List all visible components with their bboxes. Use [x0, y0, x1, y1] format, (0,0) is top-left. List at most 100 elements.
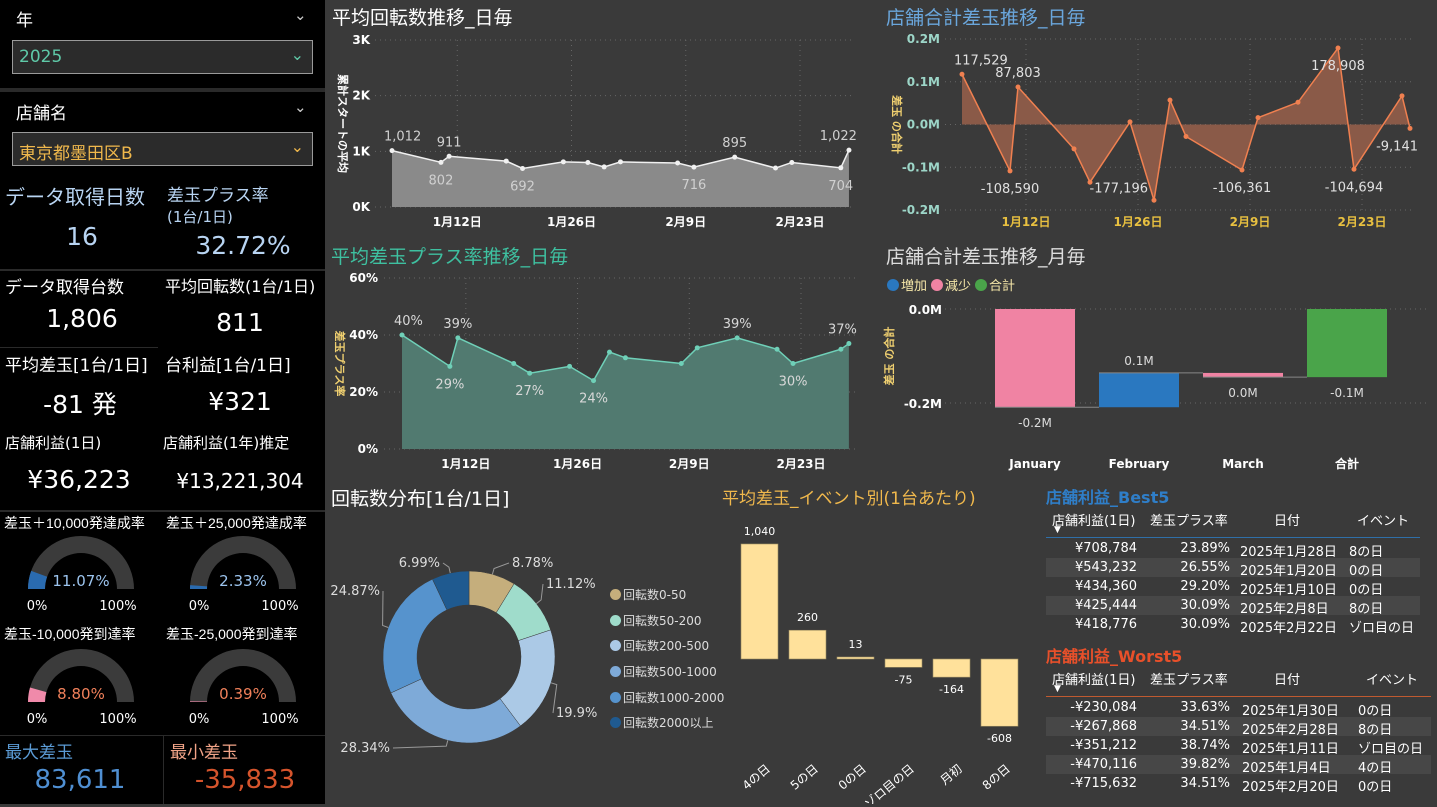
- y-tick-label: -0.2M: [904, 397, 942, 411]
- column-header: イベント: [1357, 514, 1410, 529]
- y-tick-label: 0%: [358, 442, 378, 456]
- gauge-title: 差玉＋25,000発達成率: [166, 515, 307, 531]
- data-point: [527, 370, 533, 376]
- store-dropdown[interactable]: 東京都墨田区B ⌄: [12, 132, 313, 166]
- days-value: 16: [66, 222, 98, 251]
- plus-rate-sub: (1台/1日): [167, 208, 233, 226]
- slice-label: 19.9%: [556, 706, 597, 721]
- event-diff-chart-title: 平均差玉_イベント別(1台あたり): [722, 489, 976, 509]
- data-point: [455, 335, 461, 341]
- y-axis-title: 差玉 の合計: [890, 95, 904, 154]
- data-label: 117,529: [954, 53, 1008, 68]
- data-label: 24%: [579, 392, 608, 407]
- leader-line: [392, 740, 449, 749]
- spins-legend: 回転数0-50 回転数50-200 回転数200-500 回転数500-1000 回転数…: [610, 582, 724, 736]
- data-label: 87,803: [995, 66, 1041, 81]
- waterfall-bar: [1307, 309, 1387, 378]
- chevron-down-icon: ⌄: [290, 45, 304, 64]
- pie-slice: [390, 678, 521, 744]
- data-point: [606, 349, 612, 355]
- data-label: -9,141: [1376, 139, 1418, 154]
- y-tick-label: 0.1M: [907, 75, 940, 89]
- unit-profit-value: ¥321: [208, 387, 272, 416]
- data-label: 1,012: [384, 130, 421, 145]
- store-profit-year-label: 店舗利益(1年)推定: [163, 434, 290, 452]
- event-cell: 0の日: [1349, 564, 1384, 579]
- data-point: [511, 361, 517, 366]
- gauge-fill: [28, 570, 48, 589]
- data-point: [520, 165, 526, 171]
- profit-cell: -¥230,084: [1070, 700, 1137, 715]
- plus-rate-cell: 30.09%: [1180, 598, 1230, 613]
- legend-item: 回転数500-1000: [610, 659, 724, 685]
- plus-rate-cell: 23.89%: [1180, 541, 1230, 556]
- data-point: [399, 332, 405, 338]
- data-label: -75: [895, 673, 913, 686]
- data-label: 1,022: [820, 129, 857, 144]
- data-point: [773, 165, 779, 171]
- plus-rate-cell: 33.63%: [1180, 700, 1230, 715]
- x-tick-label: 2月9日: [1230, 215, 1271, 229]
- gauge-min-label: 0%: [189, 599, 210, 614]
- legend-item: 回転数1000-2000: [610, 684, 724, 710]
- data-label: 30%: [779, 375, 808, 390]
- leader-line: [491, 562, 510, 575]
- plus-rate-value: 32.72%: [195, 231, 291, 260]
- data-point: [678, 361, 684, 366]
- data-label: 692: [510, 179, 535, 194]
- legend-dot-icon: [610, 614, 621, 626]
- x-tick-label: 1月26日: [1113, 215, 1162, 229]
- data-label: 802: [429, 173, 454, 188]
- data-point: [1255, 115, 1261, 121]
- legend-dot-icon: [610, 691, 621, 703]
- event-cell: 0の日: [1349, 583, 1384, 598]
- year-dropdown[interactable]: 2025 ⌄: [12, 40, 313, 74]
- data-label: 0.1M: [1124, 354, 1153, 368]
- avg-diff-label: 平均差玉[1台/1日]: [5, 356, 148, 376]
- avg-diff-value: -81 発: [43, 390, 117, 419]
- data-point: [838, 165, 844, 171]
- data-point: [1151, 197, 1157, 203]
- y-axis-title: 差玉プラス率: [333, 331, 347, 397]
- legend-dot-icon: [975, 278, 988, 291]
- y-tick-label: 20%: [349, 385, 378, 399]
- data-point: [446, 153, 452, 159]
- data-point: [959, 71, 965, 77]
- plus-rate-cell: 34.51%: [1180, 776, 1230, 791]
- profit-cell: ¥425,444: [1074, 598, 1137, 613]
- data-label: -608: [987, 732, 1012, 745]
- legend-item: 合計: [975, 275, 1015, 294]
- x-tick-label: 2月23日: [775, 215, 824, 229]
- data-label: 716: [682, 178, 707, 193]
- gauge-value: 2.33%: [219, 572, 267, 590]
- legend-item: 回転数50-200: [610, 608, 724, 634]
- gauge-max-label: 100%: [261, 599, 298, 614]
- min-diff-label: 最小差玉: [170, 743, 238, 763]
- data-point: [601, 164, 607, 170]
- data-label: -108,590: [981, 182, 1039, 197]
- x-tick-label: 1月12日: [433, 215, 482, 229]
- legend-label: 合計: [989, 279, 1016, 294]
- spins-distribution-title: 回転数分布[1台/1日]: [331, 488, 510, 510]
- chevron-down-icon[interactable]: ⌄: [294, 98, 307, 116]
- series-line: [401, 334, 850, 382]
- x-tick-label: 1月12日: [441, 457, 490, 471]
- data-point: [503, 158, 509, 164]
- leader-line: [550, 682, 558, 714]
- store-value: 東京都墨田区B: [19, 144, 133, 164]
- column-header: 差玉プラス率: [1150, 514, 1228, 529]
- data-label: 260: [797, 611, 818, 624]
- column-header: 差玉プラス率: [1150, 673, 1228, 688]
- sort-desc-icon[interactable]: ▼: [1054, 525, 1061, 535]
- data-point: [1183, 133, 1189, 139]
- data-label: 178,908: [1311, 59, 1365, 74]
- date-cell: 2025年2月20日: [1242, 780, 1339, 795]
- gauge-value: 0.39%: [219, 685, 267, 703]
- data-label: -164: [939, 683, 964, 696]
- gauge-min-label: 0%: [27, 599, 48, 614]
- chevron-down-icon[interactable]: ⌄: [294, 6, 307, 24]
- sort-desc-icon[interactable]: ▼: [1054, 684, 1061, 694]
- x-tick-label: ゾロ目の日: [862, 762, 917, 804]
- legend-dot-icon: [931, 278, 944, 291]
- data-label: -106,361: [1213, 181, 1271, 196]
